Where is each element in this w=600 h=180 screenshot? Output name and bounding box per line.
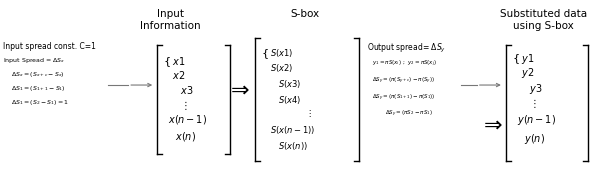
Text: S-box: S-box	[290, 9, 319, 19]
Text: $y3$: $y3$	[529, 82, 542, 96]
Text: $x1$: $x1$	[172, 55, 185, 67]
Text: $y_1 = \pi S(x_i)$ ;  $y_2 = \pi S(x_j)$: $y_1 = \pi S(x_i)$ ; $y_2 = \pi S(x_j)$	[372, 59, 437, 69]
Text: $\Delta S_y = (\pi S_2 - \pi S_1)$: $\Delta S_y = (\pi S_2 - \pi S_1)$	[385, 109, 433, 119]
Text: $x2$: $x2$	[172, 69, 185, 81]
Text: Output spread= $\Delta S_y$: Output spread= $\Delta S_y$	[367, 42, 446, 55]
Text: $S(x3)$: $S(x3)$	[278, 78, 301, 90]
Text: $S(x2)$: $S(x2)$	[269, 62, 293, 74]
Text: $x(n)$: $x(n)$	[175, 130, 196, 143]
Text: $\vdots$: $\vdots$	[180, 99, 187, 112]
Text: $\vdots$: $\vdots$	[529, 97, 536, 110]
Text: $S(x4)$: $S(x4)$	[278, 94, 301, 106]
Text: $S(x1)$: $S(x1)$	[269, 47, 293, 59]
Text: $x3$: $x3$	[180, 84, 193, 96]
Text: $\Rightarrow$: $\Rightarrow$	[226, 80, 250, 100]
Text: $\Rightarrow$: $\Rightarrow$	[479, 115, 503, 135]
Text: $y2$: $y2$	[521, 66, 534, 80]
Text: $S(x(n))$: $S(x(n))$	[278, 140, 308, 152]
Text: $\Delta S_1 = (S_2 - S_1) = 1$: $\Delta S_1 = (S_2 - S_1) = 1$	[11, 98, 69, 107]
Text: $y(n-1)$: $y(n-1)$	[517, 113, 556, 127]
Text: $x(n-1)$: $x(n-1)$	[168, 113, 207, 126]
Text: Input
Information: Input Information	[140, 9, 200, 31]
Text: Input Spread = $\Delta S_x$: Input Spread = $\Delta S_x$	[2, 56, 65, 65]
Text: Input spread const. C=1: Input spread const. C=1	[2, 42, 95, 51]
Text: $\Delta S_1 = (S_{1+1} - S_1)$: $\Delta S_1 = (S_{1+1} - S_1)$	[11, 84, 65, 93]
Text: $y(n)$: $y(n)$	[524, 132, 545, 146]
Text: $\Delta S_y = (\pi(S_{1+1}) - \pi(S_1))$: $\Delta S_y = (\pi(S_{1+1}) - \pi(S_1))$	[372, 92, 436, 103]
Text: $\{$: $\{$	[512, 52, 520, 66]
Text: $\Delta S_x = (S_{x+c} - S_x)$: $\Delta S_x = (S_{x+c} - S_x)$	[11, 70, 64, 79]
Text: $\vdots$: $\vdots$	[305, 108, 311, 119]
Text: $S(x(n-1))$: $S(x(n-1))$	[269, 124, 315, 136]
Text: $\{$: $\{$	[260, 47, 268, 61]
Text: $y1$: $y1$	[521, 52, 534, 66]
Text: Substituted data
using S-box: Substituted data using S-box	[500, 9, 587, 31]
Text: $\{$: $\{$	[163, 55, 171, 69]
Text: $\Delta S_y = (\pi(S_{y+c}) - \pi(S_y))$: $\Delta S_y = (\pi(S_{y+c}) - \pi(S_y))$	[372, 76, 435, 86]
